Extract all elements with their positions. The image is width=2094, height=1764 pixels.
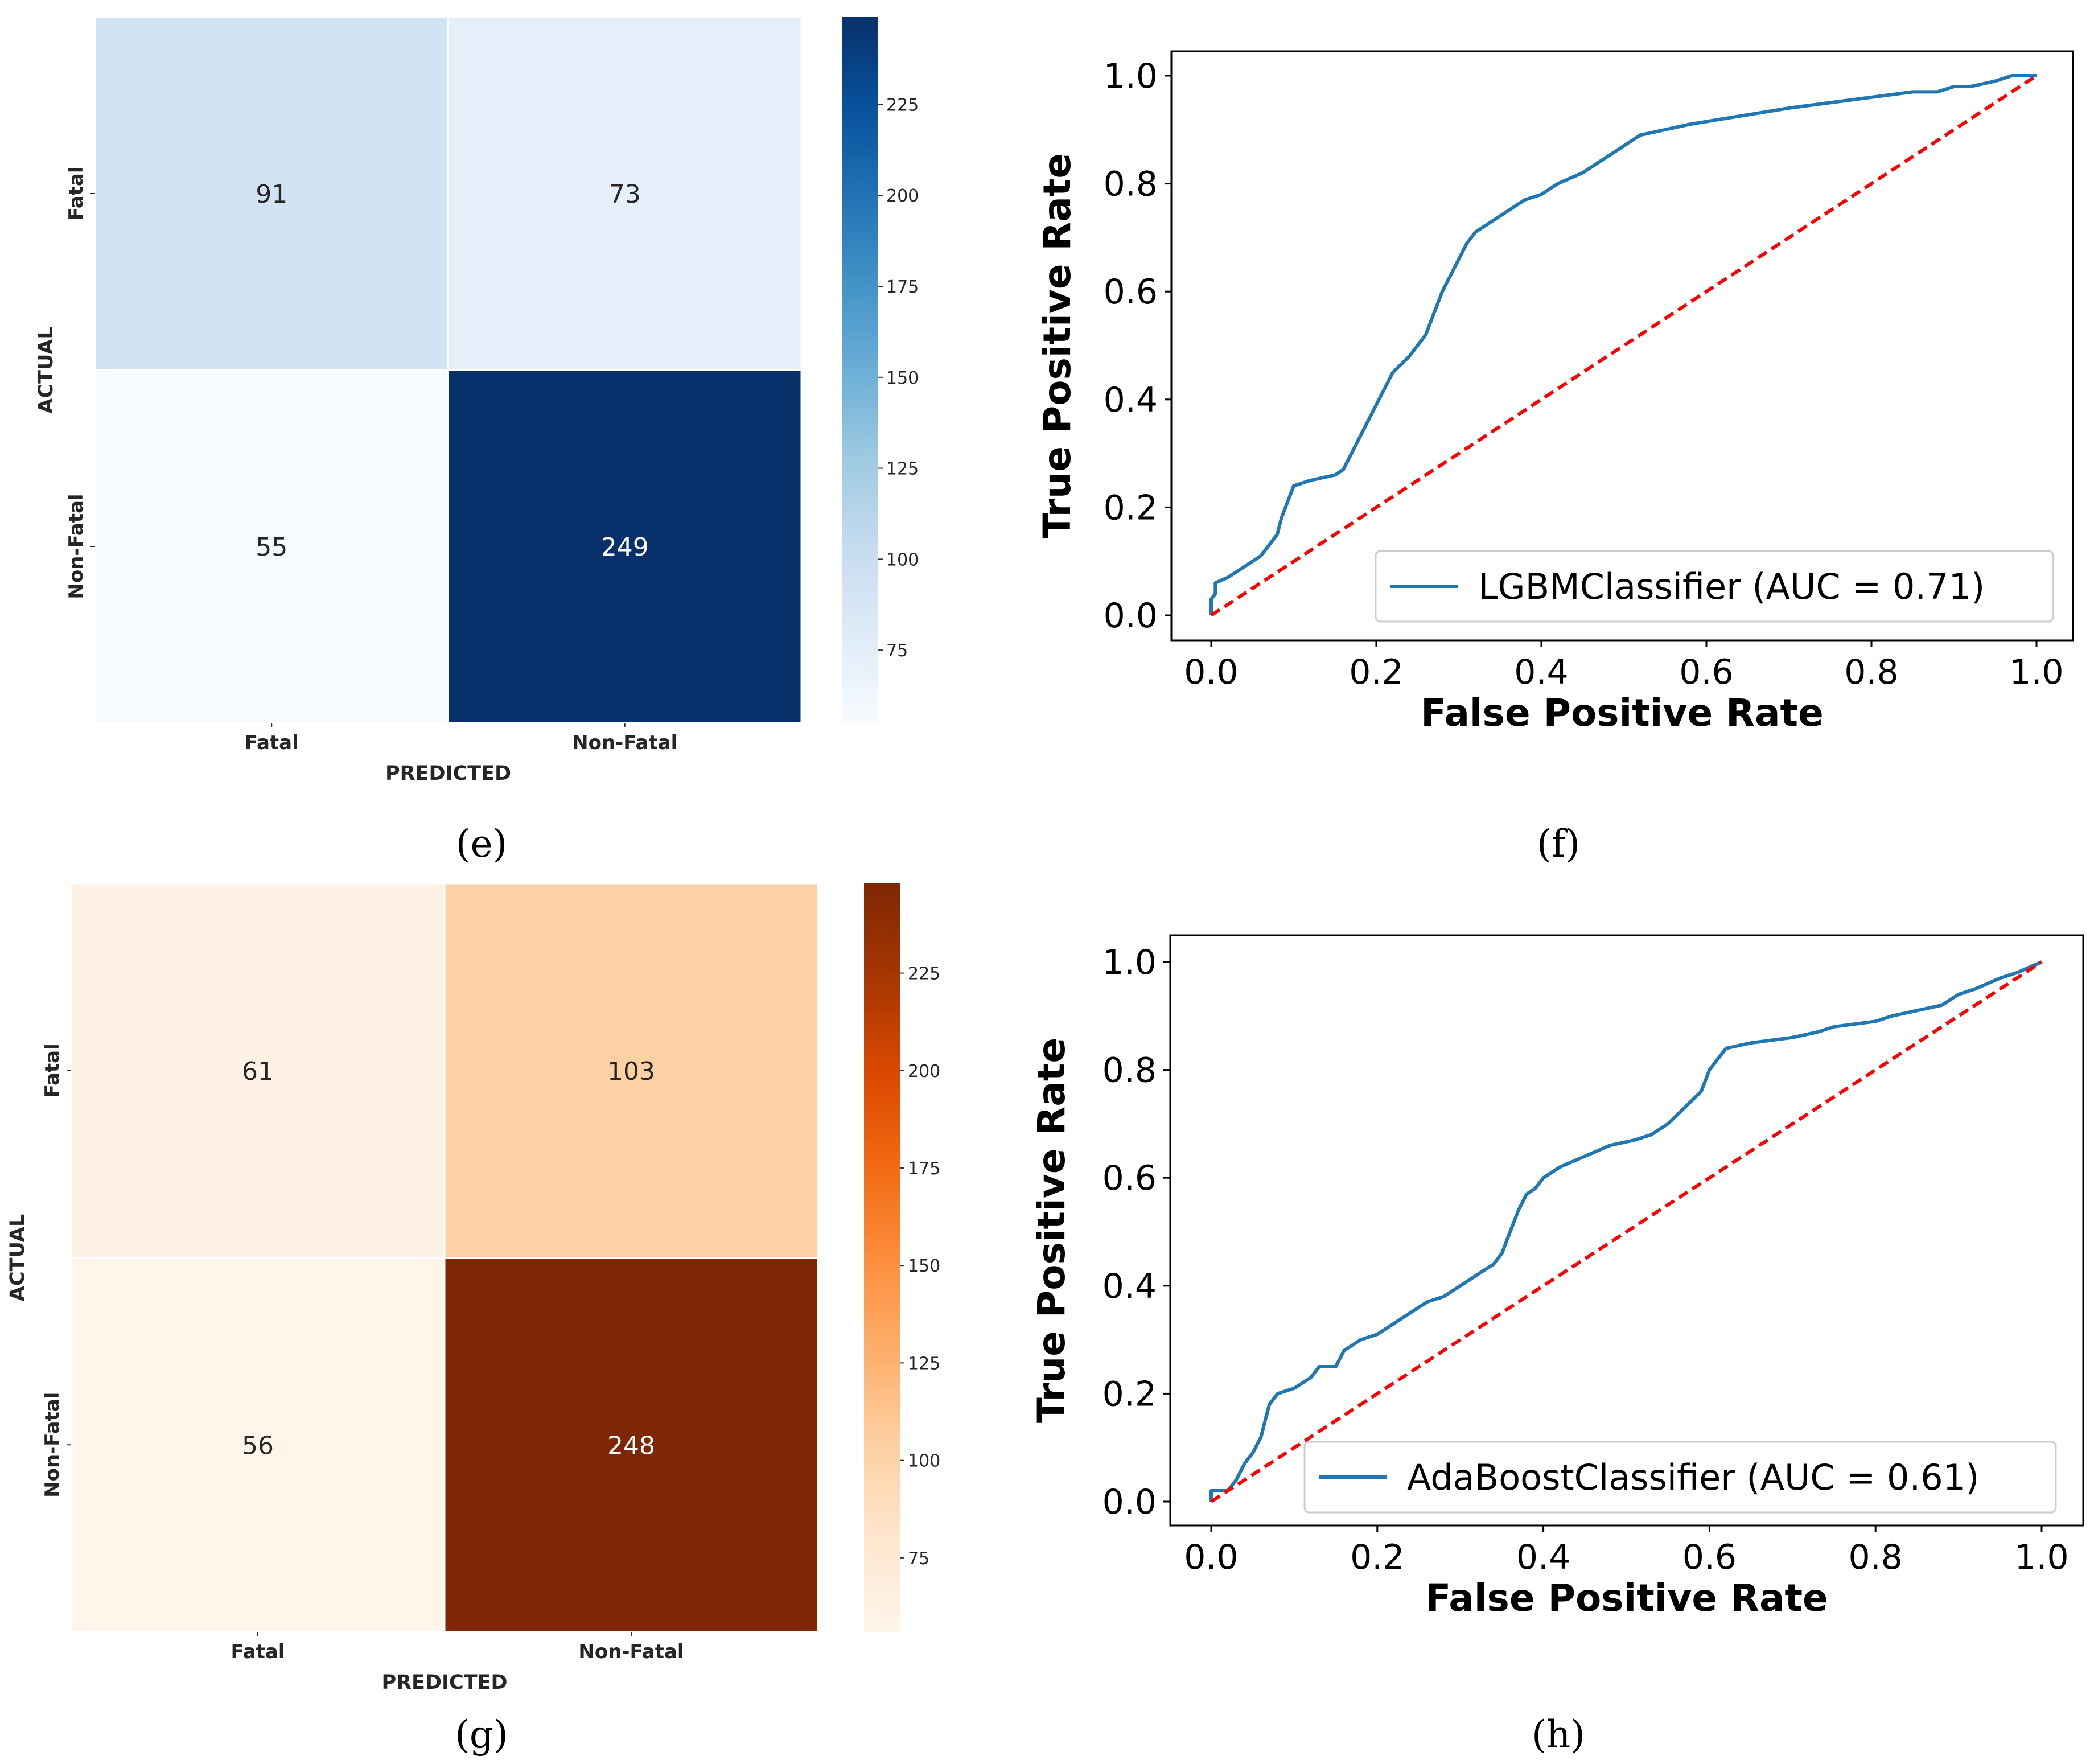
figure-layer: 91 73 55 249 Fatal Non-Fatal Fatal Non-Fatal PRE…	[6, 16, 2084, 1757]
colorbar	[842, 17, 878, 723]
heatmap-cell-value: 91	[256, 180, 287, 209]
x-tick-label: 0.0	[1184, 1537, 1238, 1577]
legend-label: AdaBoostClassifier (AUC = 0.61)	[1407, 1457, 1979, 1498]
y-tick-label: 0.6	[1104, 272, 1158, 312]
legend-label: LGBMClassifier (AUC = 0.71)	[1478, 566, 1985, 607]
y-tick-label: Fatal	[41, 1043, 64, 1097]
heatmap-panel-g: 61 103 56 248 Fatal Non-Fatal Fatal Non-Fatal PR…	[6, 882, 940, 1757]
x-tick-label: Non-Fatal	[572, 731, 677, 754]
x-tick-label: 0.6	[1679, 652, 1733, 692]
heatmap-cell	[447, 16, 803, 371]
x-tick-label: Fatal	[245, 731, 299, 754]
heatmap-cell	[447, 369, 803, 724]
roc-curve-line	[1209, 960, 2043, 1502]
x-tick-label: 0.2	[1349, 652, 1403, 692]
colorbar-tick-label: 175	[886, 277, 919, 297]
legend-box	[1303, 1441, 2057, 1514]
colorbar-tick-label: 200	[908, 1062, 940, 1082]
y-tick-label: 0.6	[1102, 1158, 1157, 1198]
y-tick-label: 0.0	[1102, 1482, 1157, 1522]
y-axis-title: ACTUAL	[35, 326, 57, 413]
colorbar-tick-label: 125	[908, 1354, 940, 1374]
y-tick-label: Fatal	[65, 166, 88, 220]
y-tick-label: 0.8	[1102, 1051, 1157, 1091]
x-tick-label: 0.4	[1516, 1537, 1570, 1577]
panel-caption: (f)	[1537, 822, 1580, 866]
x-axis-title: PREDICTED	[385, 762, 511, 785]
x-tick-label: 0.0	[1184, 652, 1238, 692]
y-tick-label: 0.8	[1104, 165, 1158, 204]
x-tick-label: 1.0	[2014, 1537, 2068, 1577]
panel-caption: (h)	[1532, 1713, 1585, 1757]
colorbar-tick-label: 175	[908, 1159, 940, 1179]
heatmap-cell-value: 249	[601, 533, 649, 562]
heatmap-panel-e: 91 73 55 249 Fatal Non-Fatal Fatal Non-Fatal PRE…	[35, 16, 919, 866]
y-tick-label: 1.0	[1102, 943, 1157, 982]
y-axis-title: True Positive Rate	[1030, 1038, 1073, 1423]
x-tick-label: Non-Fatal	[578, 1640, 684, 1663]
heatmap-cell-value: 73	[609, 180, 641, 209]
roc-panel-f: 0.0 0.2 0.4 0.6 0.8 1.0 0.0 0.2 0.4 0.6 0.8 1.0 LGBM…	[1035, 50, 2074, 866]
panel-caption: (g)	[455, 1713, 508, 1757]
heatmap-cell	[443, 882, 819, 1259]
y-tick-label: 0.4	[1102, 1267, 1157, 1306]
colorbar-tick-label: 150	[908, 1256, 940, 1276]
colorbar-tick-label: 125	[886, 459, 919, 479]
x-tick-label: 0.6	[1682, 1537, 1737, 1577]
colorbar-tick-label: 225	[908, 964, 940, 984]
baseline-line	[1210, 74, 2038, 617]
panel-caption: (e)	[456, 822, 508, 866]
x-axis-title: False Positive Rate	[1421, 691, 1824, 735]
y-tick-label: 0.2	[1102, 1374, 1157, 1414]
y-tick-label: 1.0	[1104, 56, 1158, 96]
heatmap-cell-value: 103	[607, 1057, 655, 1086]
y-tick-label: 0.0	[1104, 596, 1158, 636]
heatmap-cell	[94, 16, 449, 371]
x-axis-title: False Positive Rate	[1425, 1576, 1828, 1620]
y-axis-title: ACTUAL	[6, 1214, 29, 1301]
heatmap-cell	[443, 1257, 819, 1633]
x-tick-label: 0.2	[1350, 1537, 1404, 1577]
y-tick-label: Non-Fatal	[41, 1392, 64, 1498]
colorbar-tick-label: 200	[886, 186, 919, 206]
colorbar-tick-label: 75	[886, 641, 908, 661]
heatmap-cell-value: 61	[242, 1057, 274, 1086]
heatmap-cell-value: 248	[607, 1431, 655, 1460]
legend-box	[1375, 550, 2054, 623]
colorbar-tick-label: 100	[908, 1452, 940, 1471]
heatmap-cell-value: 55	[256, 533, 287, 562]
colorbar-tick-label: 150	[886, 368, 919, 388]
heatmap-cell	[94, 369, 449, 724]
roc-curve-line	[1209, 74, 2037, 615]
x-tick-label: Fatal	[231, 1640, 285, 1663]
x-tick-label: 0.8	[1844, 652, 1898, 692]
x-tick-label: 1.0	[2009, 652, 2063, 692]
colorbar-tick-label: 225	[886, 95, 919, 115]
x-axis-title: PREDICTED	[381, 1671, 507, 1694]
heatmap-cell	[70, 1257, 446, 1633]
y-tick-label: 0.2	[1104, 488, 1158, 528]
heatmap-cell-value: 56	[242, 1431, 274, 1460]
y-tick-label: Non-Fatal	[65, 494, 88, 599]
colorbar-tick-label: 100	[886, 550, 919, 570]
heatmap-cell	[70, 882, 446, 1259]
baseline-line	[1210, 960, 2043, 1503]
y-tick-label: 0.4	[1104, 380, 1158, 420]
colorbar-tick-label: 75	[908, 1549, 929, 1569]
roc-panel-h: 0.0 0.2 0.4 0.6 0.8 1.0 0.0 0.2 0.4 0.6 0.8 1.0 AdaB…	[1030, 934, 2084, 1757]
y-axis-title: True Positive Rate	[1035, 153, 1079, 538]
x-tick-label: 0.4	[1514, 652, 1568, 692]
x-tick-label: 0.8	[1848, 1537, 1902, 1577]
colorbar	[864, 883, 900, 1632]
